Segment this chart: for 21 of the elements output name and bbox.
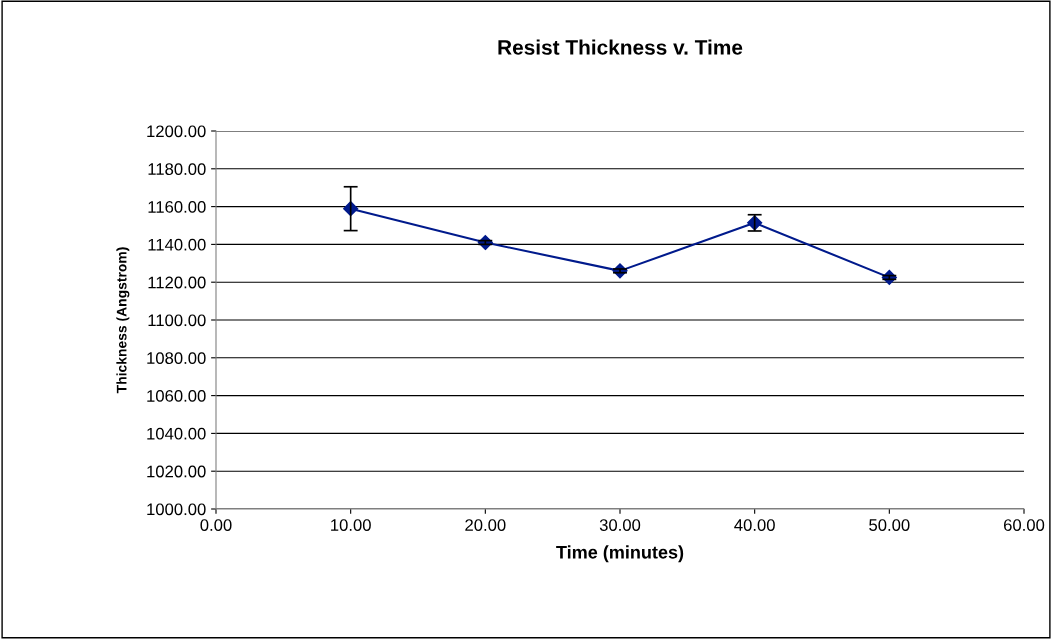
x-tick-label: 20.00 bbox=[465, 519, 506, 531]
x-axis-title: Time (minutes) bbox=[556, 545, 684, 563]
y-tick-label: 1180.00 bbox=[148, 163, 206, 175]
y-tick-label: 1160.00 bbox=[148, 201, 206, 213]
y-tick-label: 1100.00 bbox=[148, 314, 206, 327]
y-tick-label: 1000.00 bbox=[147, 503, 206, 516]
x-tick-label: 10.00 bbox=[331, 519, 371, 531]
x-tick-label: 50.00 bbox=[869, 519, 910, 531]
y-axis-title: Thickness (Angstrom) bbox=[116, 247, 130, 394]
y-tick-label: 1080.00 bbox=[147, 352, 206, 364]
y-tick-label: 1060.00 bbox=[147, 390, 206, 402]
y-tick-label: 1140.00 bbox=[148, 238, 206, 251]
x-tick-label: 60.00 bbox=[1003, 519, 1045, 531]
chart-title: Resist Thickness v. Time bbox=[498, 39, 743, 55]
x-tick-label: 0.00 bbox=[200, 519, 232, 531]
x-tick-label: 30.00 bbox=[599, 519, 641, 531]
y-tick-label: 1200.00 bbox=[147, 125, 206, 138]
y-tick-label: 1120.00 bbox=[148, 276, 206, 289]
x-tick-label: 40.00 bbox=[734, 519, 775, 531]
y-tick-label: 1020.00 bbox=[147, 465, 206, 478]
y-tick-label: 1040.00 bbox=[147, 427, 206, 440]
